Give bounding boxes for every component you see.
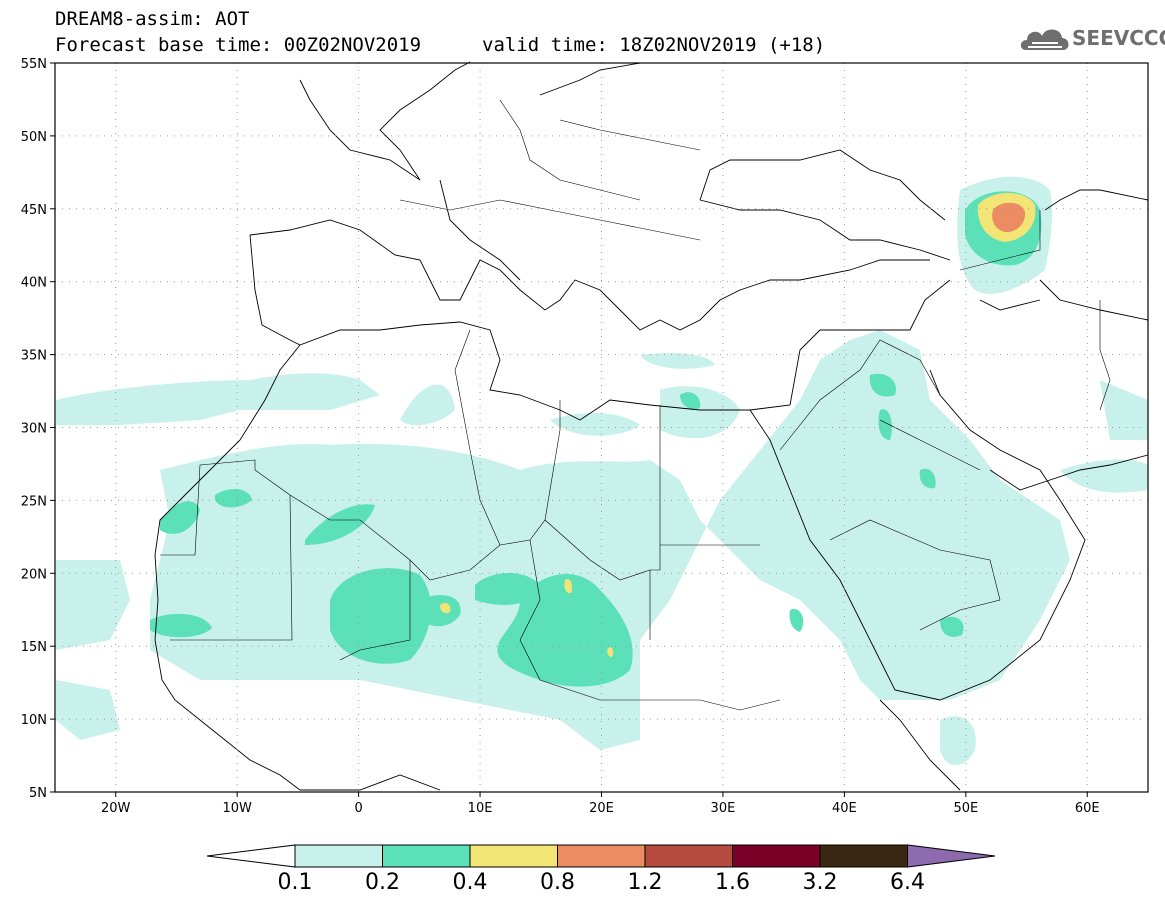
colorbar-min-arrow: [206, 844, 296, 868]
lon-tick-label: 20W: [101, 801, 131, 816]
lon-tick-label: 20E: [589, 801, 614, 816]
title-base-time: Forecast base time: 00Z02NOV2019: [55, 34, 422, 56]
title-product: DREAM8-assim: AOT: [55, 8, 250, 30]
seevccc-logo: SEEVCCC: [1018, 22, 1165, 58]
colorbar-label: 0.2: [365, 870, 400, 895]
lat-tick-label: 10N: [21, 713, 47, 728]
lat-tick-label: 20N: [21, 567, 47, 582]
colorbar-swatch: [557, 844, 646, 868]
lat-tick-label: 15N: [21, 640, 47, 655]
colorbar: [206, 844, 996, 868]
lat-tick-label: 50N: [21, 130, 47, 145]
lat-tick-label: 25N: [21, 494, 47, 509]
colorbar-label: 0.1: [277, 870, 313, 895]
title-valid-time: valid time: 18Z02NOV2019 (+18): [482, 34, 826, 56]
longitude-axis: 20W 10W 0 10E 20E 30E 40E 50E 60E: [101, 792, 1100, 816]
coastlines: [154, 61, 1149, 791]
lat-tick-label: 30N: [21, 422, 47, 437]
graticule: [55, 63, 1148, 792]
colorbar-label: 3.2: [802, 870, 838, 895]
lat-tick-label: 55N: [21, 57, 47, 72]
colorbar-swatch: [644, 844, 733, 868]
colorbar-label: 1.2: [627, 870, 663, 895]
lon-tick-label: 10W: [222, 801, 252, 816]
latitude-axis: 55N 50N 45N 40N 35N 30N 25N 20N 15N 10N 5N: [21, 57, 55, 801]
lat-tick-label: 40N: [21, 276, 47, 291]
colorbar-swatch: [732, 844, 821, 868]
colorbar-swatch: [382, 844, 471, 868]
lon-tick-label: 40E: [832, 801, 857, 816]
colorbar-label: 0.8: [540, 870, 575, 895]
logo-text: SEEVCCC: [1072, 26, 1165, 50]
colorbar-swatch: [819, 844, 908, 868]
colorbar-label: 1.6: [715, 870, 750, 895]
colorbar-label: 0.4: [452, 870, 488, 895]
colorbar-swatch: [294, 844, 383, 868]
lon-tick-label: 60E: [1075, 801, 1100, 816]
cloud-icon: [1020, 29, 1069, 50]
colorbar-swatch: [469, 844, 558, 868]
aot-band-0.8: [992, 202, 1026, 233]
lon-tick-label: 50E: [953, 801, 978, 816]
colorbar-max-arrow: [907, 844, 996, 868]
lat-tick-label: 35N: [21, 349, 47, 364]
lat-tick-label: 45N: [21, 203, 47, 218]
lon-tick-label: 10E: [468, 801, 493, 816]
lat-tick-label: 5N: [29, 786, 47, 801]
lon-tick-label: 30E: [711, 801, 736, 816]
colorbar-label: 6.4: [890, 870, 925, 895]
lon-tick-label: 0: [354, 801, 362, 816]
country-borders: [160, 99, 1111, 711]
